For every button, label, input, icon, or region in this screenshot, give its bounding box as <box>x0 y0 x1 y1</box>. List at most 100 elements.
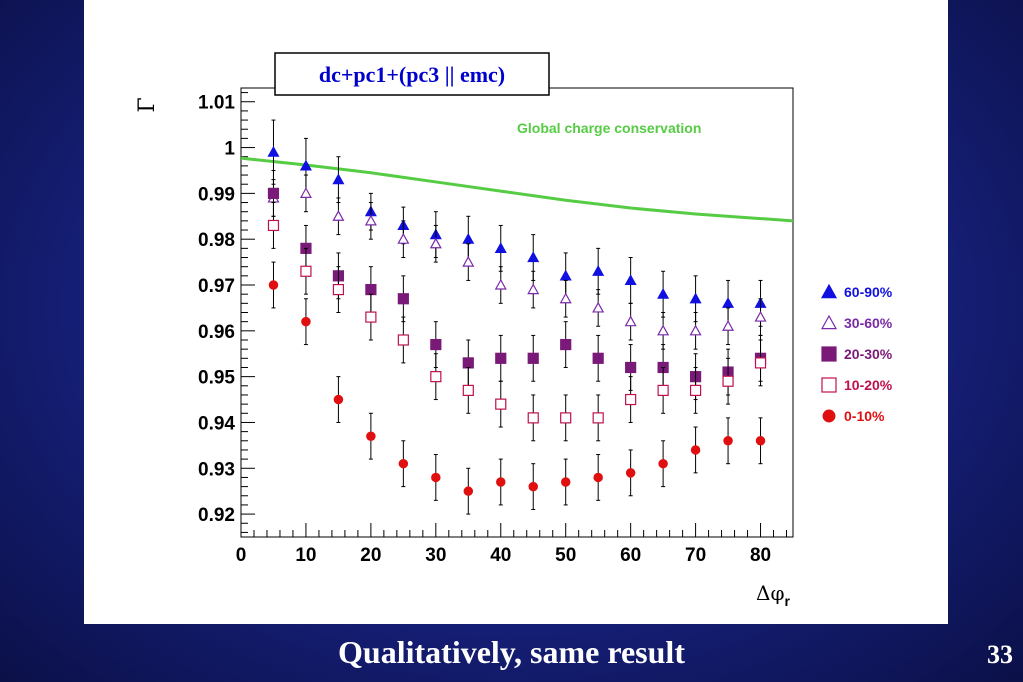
series-0-10% <box>268 261 766 515</box>
data-point <box>723 436 733 446</box>
data-point <box>754 310 767 322</box>
data-point <box>333 394 344 405</box>
data-point <box>299 159 312 171</box>
x-tick-label: 30 <box>425 545 446 566</box>
data-point <box>657 324 670 336</box>
series-60-90% <box>267 119 767 327</box>
data-point <box>657 287 670 299</box>
x-tick-label: 0 <box>236 545 247 566</box>
data-point <box>559 292 572 304</box>
x-tick-label: 20 <box>360 545 381 566</box>
title-box <box>274 52 550 96</box>
data-point <box>593 472 603 483</box>
chart-title: dc+pc1+(pc3 || emc) <box>319 62 505 87</box>
data-point <box>332 173 345 185</box>
global-curve-annotation: Global charge conservation <box>517 120 701 136</box>
data-point <box>625 468 636 478</box>
data-point <box>494 278 507 290</box>
y-tick-label: 0.96 <box>198 322 235 343</box>
series-group <box>267 119 767 515</box>
data-point <box>592 265 605 276</box>
legend-marker <box>822 409 836 423</box>
y-tick-label: 0.97 <box>198 276 235 297</box>
legend-group: 60-90% 30-60% 20-30% 10-20% 0-10% <box>820 283 893 424</box>
legend-label: 60-90% <box>844 284 893 300</box>
data-point <box>527 412 539 424</box>
data-point <box>429 237 442 249</box>
data-point <box>332 210 345 221</box>
data-point <box>592 352 604 364</box>
plot-frame <box>240 87 794 538</box>
x-tick-label: 40 <box>490 545 511 566</box>
global-curve-group <box>240 156 794 223</box>
x-tick-label: 80 <box>750 545 771 566</box>
data-point <box>624 274 637 286</box>
y-tick-label: 0.95 <box>198 368 235 389</box>
data-point <box>722 297 735 308</box>
data-point <box>689 324 702 336</box>
x-ticks-group: 0 10 20 30 40 50 60 70 80 <box>236 523 788 566</box>
global-curve-line <box>240 156 794 223</box>
data-point <box>299 187 312 198</box>
data-point <box>301 316 311 327</box>
series-10-20% <box>267 202 767 442</box>
data-point <box>625 361 637 374</box>
data-point <box>755 436 766 446</box>
legend-marker <box>821 346 837 362</box>
data-point <box>462 255 475 267</box>
data-point <box>462 384 474 396</box>
y-tick-label: 1.01 <box>198 93 235 114</box>
data-point <box>332 283 345 296</box>
data-point <box>528 481 538 492</box>
data-point <box>527 283 540 295</box>
chart-svg: 0.92 0.93 0.94 0.95 0.96 0.97 0.98 0.99 1 1.01 0 1… <box>135 52 893 609</box>
legend-marker <box>821 377 837 393</box>
x-axis-label: Δφr <box>756 581 790 609</box>
x-tick-label: 60 <box>620 545 641 566</box>
data-point <box>722 375 734 387</box>
data-point <box>267 219 280 232</box>
data-point <box>560 477 571 487</box>
data-point <box>365 283 377 296</box>
legend-marker <box>820 314 838 330</box>
y-tick-label: 0.98 <box>198 230 235 251</box>
y-tick-label: 0.99 <box>198 184 235 205</box>
data-point <box>560 412 572 424</box>
data-point <box>397 334 409 346</box>
data-point <box>397 293 409 305</box>
slide-number: 33 <box>987 640 1013 669</box>
x-tick-label: 10 <box>295 545 316 566</box>
data-point <box>592 412 604 424</box>
legend-label: 0-10% <box>844 408 885 424</box>
x-axis-label-main: Δφ <box>756 581 784 605</box>
y-ticks-group: 0.92 0.93 0.94 0.95 0.96 0.97 0.98 0.99 1 1.01 <box>198 92 255 533</box>
data-point <box>657 384 669 396</box>
data-point <box>495 352 507 364</box>
data-point <box>527 352 539 364</box>
data-point <box>689 292 702 304</box>
data-point <box>300 265 312 277</box>
y-tick-label: 0.93 <box>198 459 235 480</box>
data-point <box>658 458 668 469</box>
y-axis-label: Γ <box>135 97 160 112</box>
data-point <box>366 431 376 441</box>
y-tick-label: 0.92 <box>198 505 235 526</box>
data-point <box>268 280 279 290</box>
data-point <box>462 357 474 369</box>
plot-frame-group <box>240 87 794 538</box>
x-tick-label: 70 <box>685 545 706 566</box>
data-point <box>462 232 475 244</box>
data-point <box>624 315 637 327</box>
data-point <box>364 214 377 226</box>
data-point <box>267 145 280 157</box>
data-point <box>494 242 507 253</box>
legend-marker <box>820 283 838 299</box>
y-tick-label: 0.94 <box>198 413 235 434</box>
series-30-60% <box>267 174 767 350</box>
data-point <box>592 301 605 313</box>
data-point <box>430 371 442 383</box>
data-point <box>398 458 409 469</box>
data-point <box>267 187 280 199</box>
data-point <box>754 357 767 369</box>
slide-caption: Qualitatively, same result <box>338 634 685 670</box>
